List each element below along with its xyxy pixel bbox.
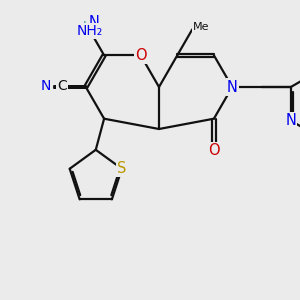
Text: H: H bbox=[83, 20, 92, 34]
Text: N: N bbox=[41, 80, 51, 93]
Text: NH₂: NH₂ bbox=[77, 24, 103, 38]
Text: N: N bbox=[285, 113, 296, 128]
Text: C: C bbox=[57, 80, 67, 93]
Text: O: O bbox=[208, 143, 220, 158]
Text: N: N bbox=[89, 15, 100, 30]
Text: O: O bbox=[135, 48, 146, 63]
Text: S: S bbox=[117, 161, 127, 176]
Text: Me: Me bbox=[193, 22, 209, 32]
Text: N: N bbox=[227, 80, 238, 94]
